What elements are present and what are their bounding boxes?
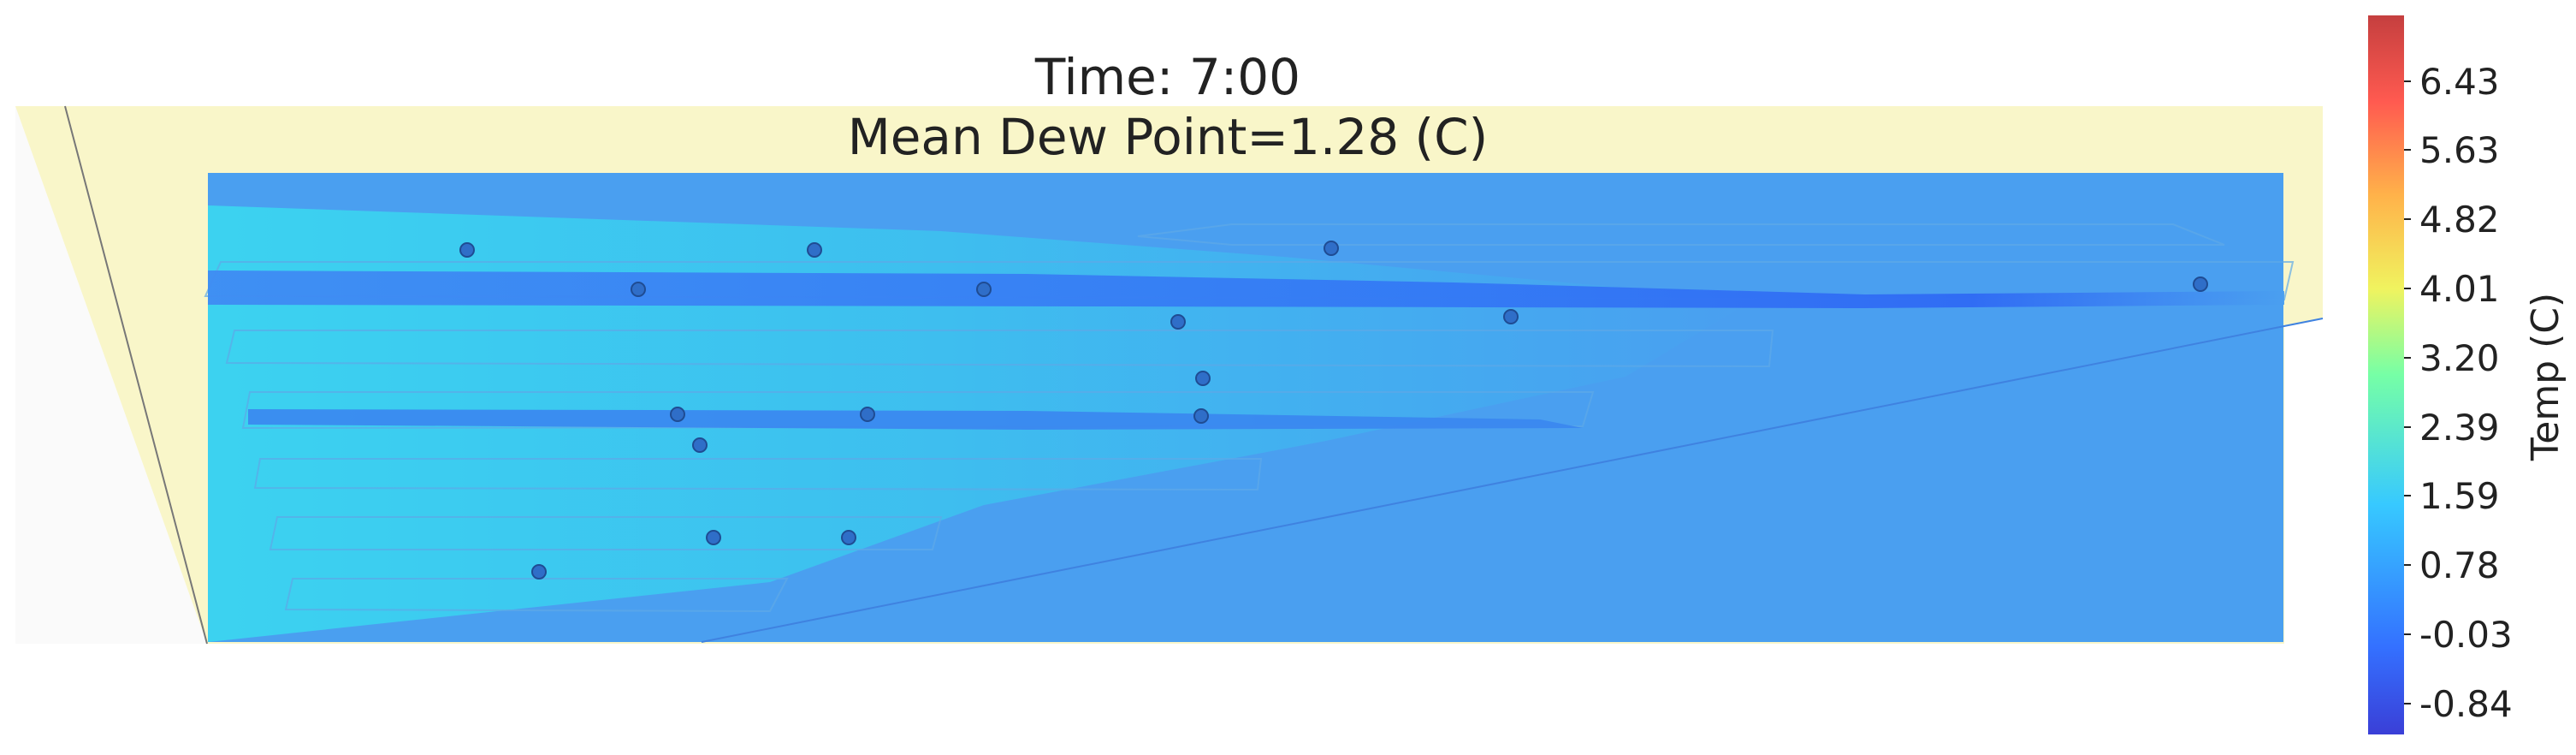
colorbar: 6.43 5.63 4.82 4.01 3.20 2.39 1.59 0.78 -0.03 -0.…: [2368, 15, 2567, 734]
cold-streak-2: [248, 409, 1583, 430]
building-edge-line: [64, 105, 208, 645]
sensor-markers: [459, 241, 2208, 580]
boundary-line: [701, 318, 2324, 643]
colorbar-tick-label: -0.84: [2419, 683, 2513, 725]
colorbar-tick-label: -0.03: [2419, 614, 2513, 656]
colorbar-tick-label: 4.01: [2419, 268, 2500, 310]
colorbar-tick-label: 3.20: [2419, 337, 2500, 379]
colorbar-tick-label: 4.82: [2419, 199, 2500, 241]
colorbar-label: Temp (C): [2524, 293, 2567, 461]
cold-streak: [208, 270, 2284, 308]
building-outline-edge: [15, 106, 207, 644]
chart-subtitle: Mean Dew Point=1.28 (C): [847, 108, 1489, 166]
colorbar-tick-label: 2.39: [2419, 407, 2500, 449]
chart-title: Time: 7:00: [1034, 48, 1301, 106]
dew-point-map: [15, 105, 2324, 645]
colorbar-tick-label: 1.59: [2419, 475, 2500, 517]
colorbar-tick-label: 0.78: [2419, 544, 2500, 586]
colorbar-tick-label: 6.43: [2419, 61, 2500, 103]
colorbar-tick-label: 5.63: [2419, 129, 2500, 171]
colorbar-gradient: [2368, 15, 2404, 734]
